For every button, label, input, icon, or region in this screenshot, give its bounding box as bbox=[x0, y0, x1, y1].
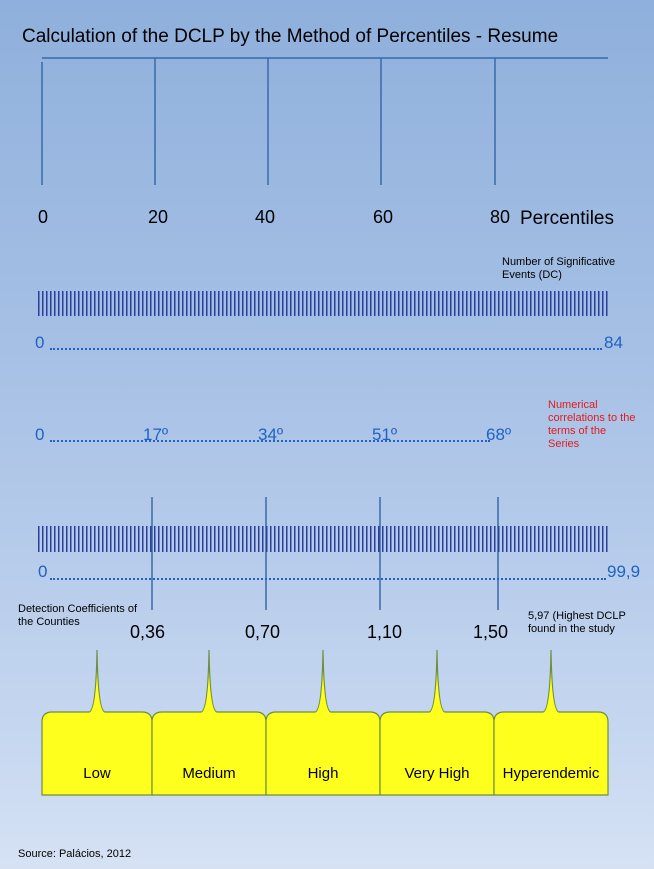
class-label: Low bbox=[83, 765, 111, 782]
source: Source: Palácios, 2012 bbox=[18, 848, 132, 860]
class-box bbox=[151, 649, 267, 796]
class-label: Hyperendemic bbox=[502, 765, 600, 782]
range-start: 0 bbox=[35, 333, 45, 352]
range-start: 0 bbox=[38, 562, 48, 581]
class-box bbox=[41, 649, 153, 796]
coefficients-label: Detection Coefficients of the Counties bbox=[18, 603, 138, 628]
class-label: High bbox=[307, 765, 339, 782]
term-label: 34º bbox=[258, 425, 284, 444]
coefficient-value: 1,10 bbox=[367, 622, 403, 642]
terms-note: Numerical correlations to the terms of t… bbox=[548, 399, 636, 450]
dotted-line bbox=[50, 440, 490, 442]
dotted-line bbox=[50, 578, 606, 580]
barcode bbox=[38, 526, 610, 552]
class-box bbox=[265, 649, 381, 796]
coefficient-value: 0,70 bbox=[245, 622, 281, 642]
axis-label: Percentiles bbox=[520, 208, 614, 229]
percentile-label: 80 bbox=[490, 207, 511, 227]
class-label: Very High bbox=[404, 765, 470, 782]
class-box bbox=[493, 649, 609, 796]
percentile-label: 40 bbox=[255, 207, 276, 227]
percentile-label: 0 bbox=[38, 207, 49, 227]
term-label: 0 bbox=[35, 425, 45, 444]
class-label: Medium bbox=[182, 765, 236, 782]
range-end: 84 bbox=[604, 333, 623, 352]
coefficient-value: 1,50 bbox=[473, 622, 509, 642]
dotted-line bbox=[50, 348, 602, 350]
percentile-label: 60 bbox=[373, 207, 394, 227]
range-end: 99,9 bbox=[607, 562, 641, 581]
barcode bbox=[38, 291, 610, 316]
coefficients-note: 5,97 (Highest DCLP found in the study bbox=[528, 610, 626, 635]
class-box bbox=[379, 649, 495, 796]
term-label: 17º bbox=[143, 425, 169, 444]
term-label: 51º bbox=[372, 425, 398, 444]
coefficient-value: 0,36 bbox=[130, 622, 166, 642]
events-label: Number of Significative Events (DC) bbox=[502, 256, 616, 281]
term-label: 68º bbox=[486, 425, 512, 444]
percentile-label: 20 bbox=[148, 207, 169, 227]
title: Calculation of the DCLP by the Method of… bbox=[22, 26, 559, 47]
